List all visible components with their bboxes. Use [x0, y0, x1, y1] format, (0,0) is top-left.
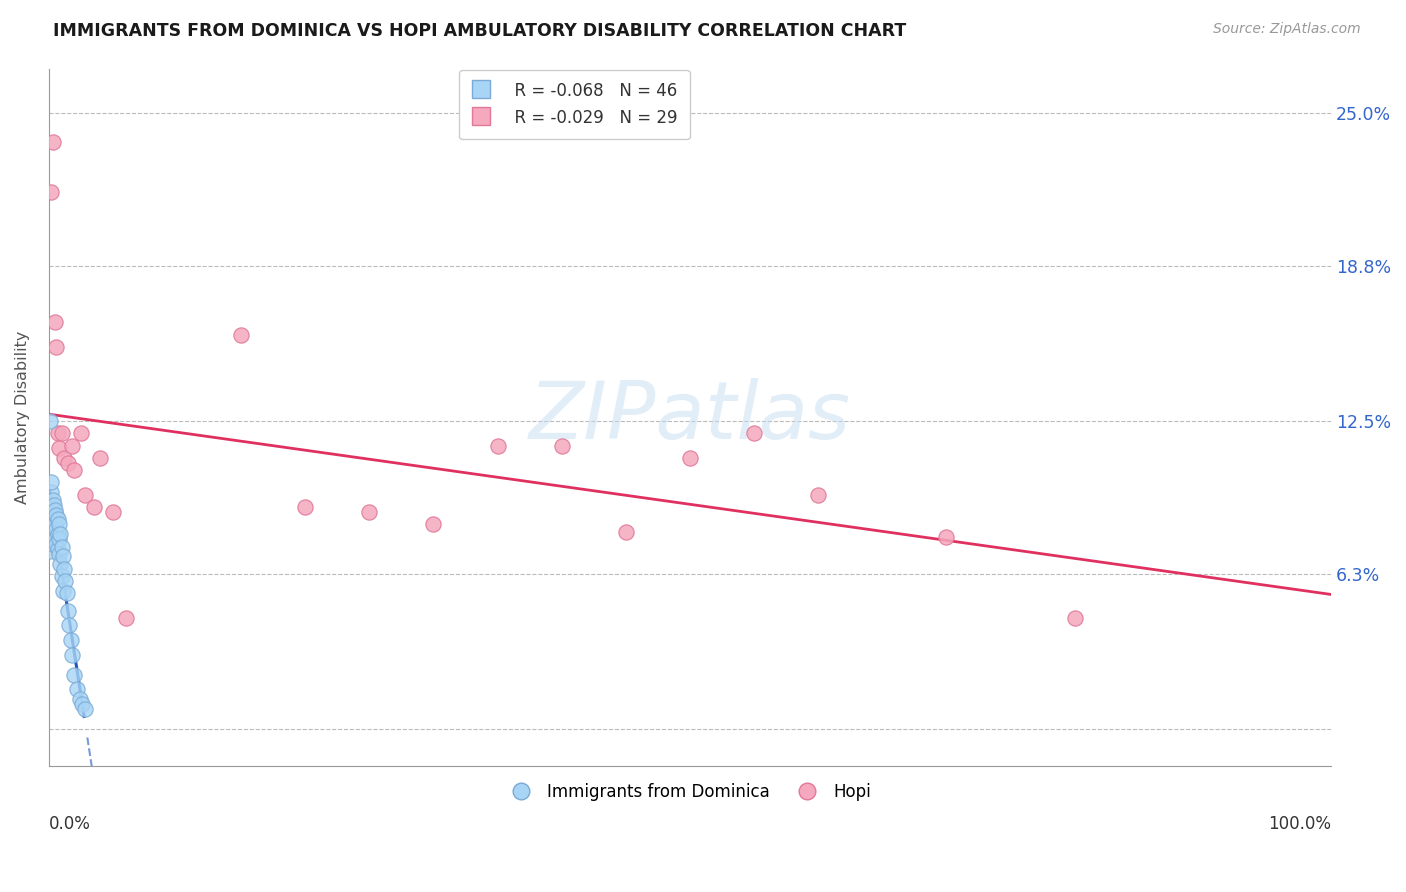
- Point: [229, 327, 252, 342]
- Point: [49, 527, 72, 541]
- Text: 100.0%: 100.0%: [1268, 815, 1331, 833]
- Point: [56, 604, 79, 618]
- Point: [45, 508, 67, 522]
- Point: [614, 524, 637, 539]
- Point: [46, 512, 69, 526]
- Point: [39, 517, 62, 532]
- Point: [52, 549, 75, 564]
- Point: [73, 702, 96, 716]
- Point: [46, 527, 69, 541]
- Text: Source: ZipAtlas.com: Source: ZipAtlas.com: [1213, 22, 1361, 37]
- Point: [42, 498, 65, 512]
- Point: [39, 524, 62, 539]
- Point: [63, 667, 86, 681]
- Point: [44, 315, 66, 329]
- Point: [101, 505, 124, 519]
- Point: [114, 611, 136, 625]
- Point: [70, 698, 93, 712]
- Point: [935, 530, 957, 544]
- Point: [39, 530, 62, 544]
- Point: [41, 505, 63, 519]
- Point: [45, 522, 67, 536]
- Point: [63, 463, 86, 477]
- Point: [48, 517, 70, 532]
- Point: [83, 500, 105, 515]
- Point: [56, 456, 79, 470]
- Point: [679, 450, 702, 465]
- Point: [44, 517, 66, 532]
- Point: [53, 562, 76, 576]
- Point: [39, 500, 62, 515]
- Text: ZIPatlas: ZIPatlas: [529, 378, 851, 456]
- Point: [39, 475, 62, 490]
- Point: [73, 488, 96, 502]
- Point: [550, 438, 572, 452]
- Point: [422, 517, 444, 532]
- Point: [52, 583, 75, 598]
- Point: [42, 510, 65, 524]
- Point: [742, 426, 765, 441]
- Point: [55, 574, 77, 588]
- Point: [48, 441, 70, 455]
- Point: [44, 502, 66, 516]
- Point: [69, 692, 91, 706]
- Point: [39, 544, 62, 558]
- Point: [58, 618, 80, 632]
- Point: [69, 426, 91, 441]
- Point: [60, 438, 83, 452]
- Point: [39, 512, 62, 526]
- Point: [807, 488, 830, 502]
- Point: [39, 485, 62, 500]
- Point: [46, 426, 69, 441]
- Point: [1063, 611, 1085, 625]
- Point: [53, 450, 76, 465]
- Point: [46, 541, 69, 556]
- Text: 0.0%: 0.0%: [49, 815, 90, 833]
- Point: [49, 557, 72, 571]
- Y-axis label: Ambulatory Disability: Ambulatory Disability: [15, 331, 30, 504]
- Point: [51, 540, 73, 554]
- Point: [45, 340, 67, 354]
- Point: [48, 547, 70, 561]
- Point: [41, 136, 63, 150]
- Point: [66, 682, 89, 697]
- Point: [44, 532, 66, 546]
- Point: [45, 537, 67, 551]
- Point: [486, 438, 509, 452]
- Point: [55, 586, 77, 600]
- Point: [60, 648, 83, 662]
- Point: [51, 569, 73, 583]
- Point: [39, 185, 62, 199]
- Legend: Immigrants from Dominica, Hopi: Immigrants from Dominica, Hopi: [502, 776, 877, 808]
- Point: [42, 524, 65, 539]
- Point: [41, 492, 63, 507]
- Point: [41, 537, 63, 551]
- Point: [41, 520, 63, 534]
- Point: [51, 426, 73, 441]
- Point: [294, 500, 316, 515]
- Point: [359, 505, 381, 519]
- Text: IMMIGRANTS FROM DOMINICA VS HOPI AMBULATORY DISABILITY CORRELATION CHART: IMMIGRANTS FROM DOMINICA VS HOPI AMBULAT…: [53, 22, 907, 40]
- Point: [59, 633, 82, 648]
- Point: [48, 532, 70, 546]
- Point: [89, 450, 111, 465]
- Point: [39, 414, 62, 428]
